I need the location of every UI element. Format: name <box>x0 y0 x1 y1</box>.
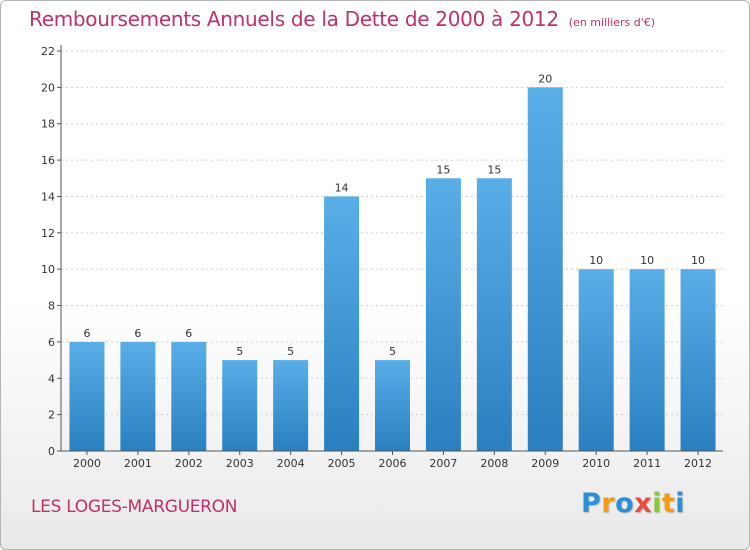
data-label: 20 <box>538 72 552 85</box>
chart-subtitle: (en milliers d'€) <box>568 16 656 29</box>
y-tick-label: 18 <box>41 118 55 131</box>
y-tick-label: 8 <box>48 300 55 313</box>
bar <box>324 196 360 451</box>
bar <box>425 178 461 452</box>
logo-letter: t <box>661 488 676 519</box>
x-tick-label: 2004 <box>277 457 305 470</box>
bar <box>375 360 410 451</box>
bar <box>171 341 207 451</box>
bar <box>680 269 716 451</box>
data-label: 10 <box>691 254 705 267</box>
x-tick-label: 2012 <box>684 457 712 470</box>
x-tick-label: 2007 <box>429 457 457 470</box>
x-tick-label: 2006 <box>379 457 407 470</box>
data-label: 6 <box>83 327 90 340</box>
x-tick-label: 2000 <box>73 457 101 470</box>
data-label: 5 <box>236 345 243 358</box>
bar <box>476 178 512 452</box>
bar <box>527 87 563 451</box>
x-tick-label: 2001 <box>124 457 152 470</box>
bar <box>69 341 105 451</box>
data-label: 5 <box>287 345 294 358</box>
y-tick-label: 4 <box>48 372 55 385</box>
data-label: 15 <box>487 163 501 176</box>
data-label: 6 <box>134 327 141 340</box>
bar <box>273 360 309 451</box>
logo-letter: o <box>615 488 635 519</box>
data-label: 15 <box>436 163 450 176</box>
bar <box>222 360 258 451</box>
bar <box>578 269 614 451</box>
x-tick-label: 2009 <box>531 457 559 470</box>
data-label: 10 <box>640 254 654 267</box>
logo-letter: r <box>601 488 616 519</box>
logo-letter: P <box>581 488 602 519</box>
proxiti-logo: Proxiti <box>581 488 685 519</box>
logo-letter: i <box>652 488 662 519</box>
x-tick-label: 2003 <box>226 457 254 470</box>
data-label: 10 <box>589 254 603 267</box>
bar-chart: 0 2 4 6 8 10 12 14 16 18 20 22 6 2000 6 2001 6 2002 5 2003 5… <box>41 45 723 470</box>
data-label: 14 <box>335 181 349 194</box>
chart-title-text: Remboursements Annuels de la Dette de 20… <box>29 7 559 31</box>
y-tick-label: 2 <box>48 409 55 422</box>
bars <box>69 87 716 452</box>
data-label: 6 <box>185 327 192 340</box>
x-tick-label: 2011 <box>633 457 661 470</box>
y-tick-label: 6 <box>48 336 55 349</box>
y-tick-label: 22 <box>41 45 55 58</box>
bar <box>120 341 156 451</box>
data-label: 5 <box>389 345 396 358</box>
y-tick-label: 0 <box>48 445 55 458</box>
chart-title: Remboursements Annuels de la Dette de 20… <box>29 7 655 31</box>
x-tick-label: 2010 <box>582 457 610 470</box>
y-tick-label: 20 <box>41 81 55 94</box>
logo-letter: x <box>634 488 653 519</box>
y-tick-label: 12 <box>41 227 55 240</box>
y-tick-label: 10 <box>41 263 55 276</box>
commune-name: LES LOGES-MARGUERON <box>31 497 238 517</box>
y-tick-label: 14 <box>41 190 55 203</box>
labels: 0 2 4 6 8 10 12 14 16 18 20 22 6 2000 6 2001 6 2002 5 2003 5… <box>41 45 712 470</box>
x-tick-label: 2005 <box>328 457 356 470</box>
x-tick-label: 2002 <box>175 457 203 470</box>
logo-letter: i <box>675 488 686 519</box>
y-tick-label: 16 <box>41 154 55 167</box>
x-tick-label: 2008 <box>480 457 508 470</box>
axes <box>57 45 723 455</box>
bar <box>629 269 665 451</box>
